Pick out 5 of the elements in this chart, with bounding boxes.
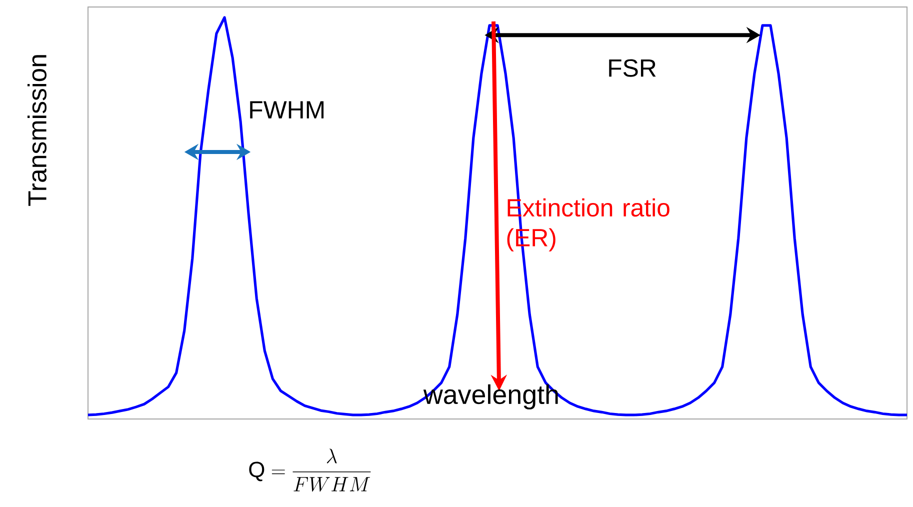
- x-axis-title: wavelength: [423, 384, 558, 410]
- annotation: FWHM: [250, 101, 324, 118]
- text: $\mathrm{Q} = \frac{\lambda}{FWHM}$: [249, 448, 371, 492]
- annotation: FSR: [609, 59, 656, 77]
- y-axis-title: Transmission: [28, 55, 47, 206]
